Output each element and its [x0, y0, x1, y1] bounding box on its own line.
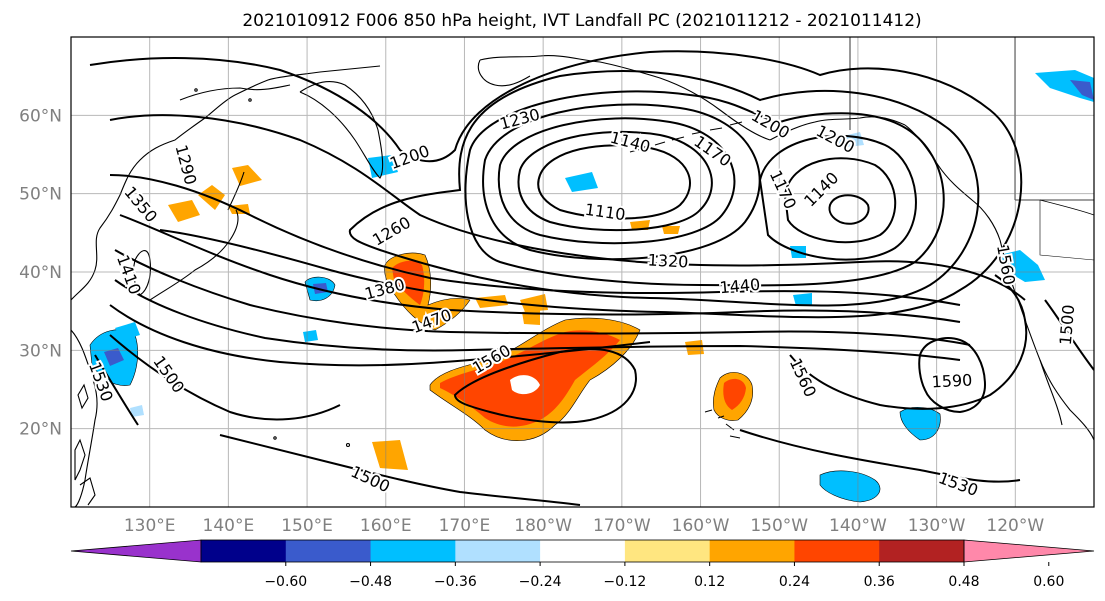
ivt-negative-7 [793, 293, 812, 306]
ivt-positive-japan-3 [232, 165, 262, 186]
latitude-tick-label: 20°N [19, 420, 62, 440]
contour-1170-gulf [783, 157, 897, 244]
contour-1500 [109, 334, 341, 421]
colorbar-tick-labels: −0.60 −0.48 −0.36 −0.24 −0.12 0.12 0.24 0.36 0.4… [264, 562, 1064, 590]
latitude-tick-label: 60°N [19, 106, 62, 126]
longitude-tick-label: 130°W [908, 516, 966, 536]
colorbar-tick-label: −0.12 [603, 574, 646, 590]
ivt-negative-13 [303, 330, 318, 342]
ivt-negative-11 [1000, 250, 1045, 282]
longitude-tick-label: 170°W [593, 516, 651, 536]
longitude-tick-label: 180°W [514, 516, 572, 536]
graticule [71, 37, 1094, 507]
ivt-positive-patch-2 [520, 294, 548, 312]
contour-label: 1320 [647, 250, 689, 271]
colorbar-segment [370, 540, 456, 562]
colorbar-segment [709, 540, 795, 562]
colorbar-segment [201, 540, 287, 562]
colorbar-segment [794, 540, 880, 562]
colorbar-tick-label: −0.36 [434, 574, 477, 590]
contour-1140-low [517, 130, 713, 232]
contour-1500-east [1044, 299, 1094, 371]
longitude-tick-label: 150°W [750, 516, 808, 536]
contour-1110 [537, 144, 691, 220]
ivt-positive-patch-5 [372, 440, 408, 470]
colorbar-extend-min [70, 539, 202, 563]
ivt-positive-patch-8 [662, 226, 680, 234]
contour-label: 1500 [1056, 304, 1078, 346]
colorbar-segment [624, 540, 711, 562]
colorbar-segment [540, 540, 626, 562]
contour-1320 [109, 114, 1026, 301]
longitude-tick-label: 130°E [124, 516, 176, 536]
colorbar-tick-label: −0.60 [264, 574, 307, 590]
colorbar-frame [200, 539, 965, 563]
colorbar-tick-label: −0.48 [349, 574, 392, 590]
contour-label: 1590 [931, 370, 973, 391]
contour-1410 [114, 249, 971, 346]
contour-1530 [94, 354, 139, 426]
longitude-labels: 130°E 140°E 150°E 160°E 170°E 180°W 170°W 160°W… [124, 516, 1045, 536]
map-title: 2021010912 F006 850 hPa height, IVT Land… [242, 11, 921, 31]
colorbar-tick-label: 0.36 [864, 574, 895, 590]
contour-1530-east [739, 429, 1021, 483]
latitude-labels: 20°N 30°N 40°N 50°N 60°N [19, 106, 62, 439]
contour-1290-a [89, 50, 1023, 319]
longitude-tick-label: 150°E [281, 516, 333, 536]
colorbar-segment [879, 540, 965, 562]
colorbar [70, 539, 1095, 563]
ivt-negative-1-inner [104, 348, 124, 366]
height-contours [89, 50, 1094, 506]
ivt-negative-2 [115, 322, 140, 340]
ivt-negative-14 [130, 405, 144, 417]
ivt-positive-patch-6 [685, 340, 704, 355]
latitude-tick-label: 40°N [19, 263, 62, 283]
colorbar-tick-label: −0.24 [519, 574, 562, 590]
colorbar-segment [455, 540, 541, 562]
ivt-positive-patch-7 [630, 220, 650, 230]
longitude-tick-label: 140°W [829, 516, 887, 536]
ivt-negative-9 [819, 470, 881, 503]
contour-1500-south [219, 434, 581, 506]
ivt-negative-12 [835, 132, 864, 148]
colorbar-tick-label: 0.48 [948, 574, 979, 590]
longitude-tick-label: 120°W [986, 516, 1044, 536]
colorbar-tick-label: 0.60 [1033, 574, 1064, 590]
contour-1200-gulf [758, 134, 917, 261]
ivt-negative-10 [1035, 70, 1094, 102]
longitude-tick-label: 140°E [203, 516, 255, 536]
contour-1560-east [789, 274, 1028, 410]
latitude-tick-label: 50°N [19, 185, 62, 205]
contour-1560-high [453, 348, 637, 424]
ivt-negative-10-inner [1070, 80, 1094, 100]
longitude-tick-label: 170°E [439, 516, 491, 536]
contour-1200-low [482, 103, 761, 261]
colorbar-segment [285, 540, 372, 562]
colorbar-extend-max [963, 539, 1095, 563]
ivt-positive-japan-1 [168, 200, 200, 222]
colorbar-tick-label: 0.24 [779, 574, 810, 590]
ivt-white-hole [510, 375, 540, 395]
contour-1380 [119, 214, 961, 323]
contour-1230 [464, 90, 945, 287]
colorbar-tick-label: 0.12 [694, 574, 725, 590]
latitude-tick-label: 30°N [19, 341, 62, 361]
ivt-positive-patch-4-inner [723, 378, 746, 410]
map-frame [70, 36, 1095, 508]
contour-1140-gulf [828, 194, 870, 225]
contour-1440 [114, 279, 961, 361]
longitude-tick-label: 160°W [672, 516, 730, 536]
longitude-tick-label: 160°E [360, 516, 412, 536]
contour-1170-low [497, 117, 736, 245]
contour-1590-high [918, 337, 987, 414]
contour-label: 1440 [719, 275, 761, 297]
contour-1350 [109, 174, 961, 306]
ivt-negative-5 [565, 172, 598, 192]
